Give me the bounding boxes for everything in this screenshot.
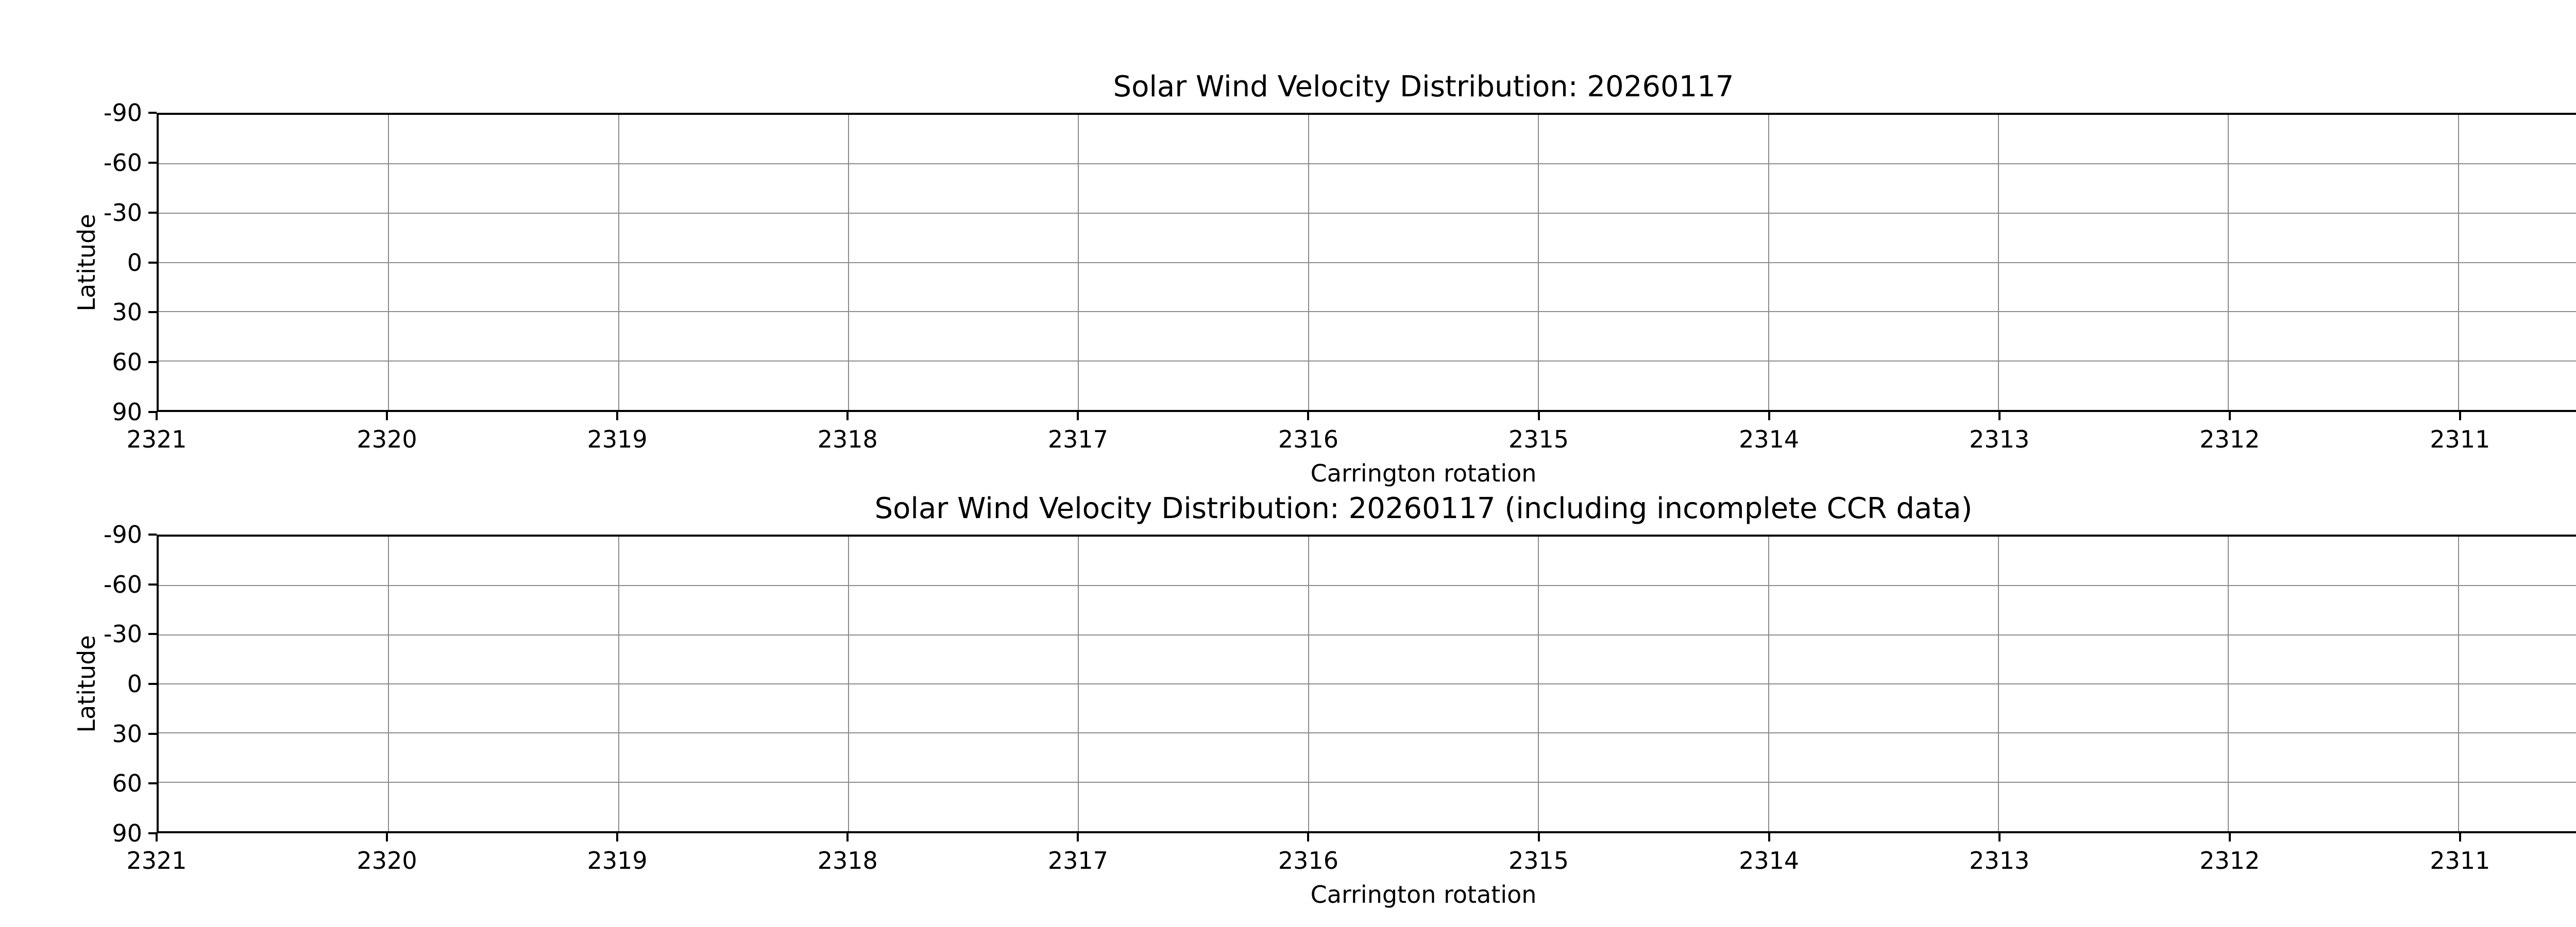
x-tick-label: 2321 [126, 425, 187, 453]
x-tick-label: 2319 [587, 847, 648, 874]
x-tick-mark [1998, 412, 2001, 420]
page-title-secondary: Solar Wind Velocity Distribution: 202601… [874, 491, 1973, 525]
gridline-horizontal [159, 212, 2576, 214]
x-tick-mark [846, 833, 849, 842]
x-tick-mark [1077, 412, 1079, 420]
x-tick-label: 2312 [2199, 847, 2260, 874]
x-tick-mark [1307, 833, 1310, 842]
plot-area-bottom [157, 535, 2576, 833]
x-tick-mark [2228, 412, 2231, 420]
gridline-horizontal [159, 634, 2576, 636]
x-tick-mark [1537, 412, 1540, 420]
x-tick-label: 2311 [2430, 425, 2490, 453]
x-tick-label: 2319 [587, 425, 648, 453]
gridline-horizontal [159, 262, 2576, 263]
y-tick-label: 60 [112, 348, 142, 376]
gridline-horizontal [159, 163, 2576, 165]
x-tick-label: 2321 [126, 847, 187, 874]
x-tick-mark [386, 833, 388, 842]
x-tick-label: 2316 [1278, 847, 1338, 874]
y-tick-label: 90 [112, 398, 142, 426]
y-tick-mark [148, 583, 157, 586]
y-axis-label: Latitude [73, 213, 100, 312]
x-tick-label: 2318 [817, 847, 878, 874]
x-tick-mark [846, 412, 849, 420]
x-tick-mark [1077, 833, 1079, 842]
y-tick-label: -90 [103, 521, 142, 548]
y-tick-label: -30 [103, 198, 142, 227]
y-tick-mark [148, 782, 157, 785]
y-tick-mark [148, 211, 157, 214]
y-tick-mark [148, 683, 157, 685]
x-tick-label: 2315 [1508, 425, 1569, 453]
x-tick-label: 2315 [1508, 847, 1569, 874]
gridline-horizontal [159, 585, 2576, 587]
y-tick-mark [148, 832, 157, 834]
x-tick-mark [1768, 833, 1770, 842]
x-tick-mark [156, 833, 158, 842]
panel-top: Solar Wind Velocity Distribution: 202601… [73, 70, 2576, 487]
x-tick-label: 2316 [1278, 425, 1338, 453]
y-tick-label: 30 [112, 298, 142, 327]
gridline-horizontal [159, 311, 2576, 312]
y-tick-mark [148, 534, 157, 536]
x-tick-label: 2313 [1969, 425, 2030, 453]
x-tick-mark [616, 833, 619, 842]
gridline-horizontal [159, 732, 2576, 734]
x-tick-label: 2320 [357, 847, 417, 874]
x-axis-label: Carrington rotation [1310, 459, 1537, 487]
y-tick-mark [148, 112, 157, 114]
y-tick-mark [148, 633, 157, 636]
y-tick-mark [148, 161, 157, 164]
x-axis-label: Carrington rotation [1310, 881, 1537, 908]
x-tick-mark [616, 412, 619, 420]
y-tick-label: -60 [103, 148, 142, 177]
y-tick-label: 30 [112, 719, 142, 748]
x-tick-mark [386, 412, 388, 420]
y-tick-label: 0 [127, 248, 142, 277]
gridline-horizontal [159, 360, 2576, 362]
plot-area-top [157, 113, 2576, 412]
y-tick-label: 0 [127, 670, 142, 698]
y-tick-label: -60 [103, 570, 142, 598]
y-tick-mark [148, 361, 157, 364]
x-tick-label: 2318 [817, 425, 878, 453]
x-tick-mark [2228, 833, 2231, 842]
page-title: Solar Wind Velocity Distribution: 202601… [1113, 70, 1734, 104]
x-tick-label: 2320 [357, 425, 417, 453]
y-tick-label: 90 [112, 819, 142, 847]
y-tick-label: 60 [112, 769, 142, 798]
x-tick-mark [1307, 412, 1310, 420]
y-tick-label: -90 [103, 99, 142, 127]
x-tick-label: 2311 [2430, 847, 2490, 874]
x-tick-label: 2314 [1739, 847, 1800, 874]
x-tick-mark [2459, 412, 2461, 420]
y-axis-label: Latitude [73, 635, 100, 733]
x-tick-label: 2317 [1047, 425, 1108, 453]
y-tick-mark [148, 311, 157, 314]
y-tick-mark [148, 411, 157, 413]
x-tick-label: 2313 [1969, 847, 2030, 874]
x-tick-mark [156, 412, 158, 420]
x-tick-mark [1537, 833, 1540, 842]
y-tick-mark [148, 261, 157, 264]
x-tick-label: 2314 [1739, 425, 1800, 453]
x-tick-mark [1998, 833, 2001, 842]
x-tick-mark [1768, 412, 1770, 420]
x-tick-label: 2317 [1047, 847, 1108, 874]
x-tick-mark [2459, 833, 2461, 842]
panel-bottom: Solar Wind Velocity Distribution: 202601… [73, 492, 2576, 908]
gridline-horizontal [159, 683, 2576, 684]
y-tick-label: -30 [103, 620, 142, 648]
gridline-horizontal [159, 781, 2576, 783]
y-tick-mark [148, 732, 157, 735]
x-tick-label: 2312 [2199, 425, 2260, 453]
